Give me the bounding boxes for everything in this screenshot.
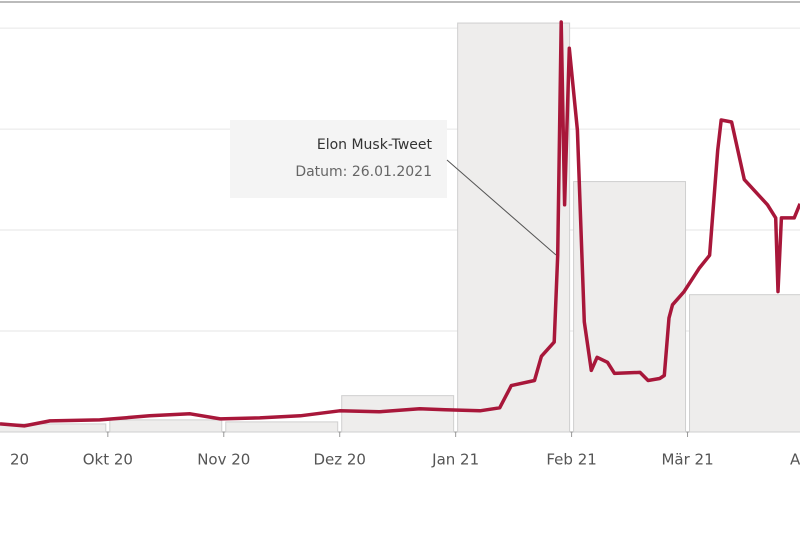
x-tick-label: Mär 21 <box>661 451 713 469</box>
lines <box>0 20 800 428</box>
x-tick-label: Jan 21 <box>431 451 479 469</box>
month-bar <box>573 181 687 433</box>
month-bar <box>457 22 571 433</box>
x-tick-label: Okt 20 <box>83 451 133 469</box>
annotation-leader <box>446 159 557 256</box>
month-bar <box>109 419 223 433</box>
x-tick-label: Feb 21 <box>546 451 596 469</box>
x-tick-label: Ap <box>790 451 800 469</box>
x-tick-label: Dez 20 <box>313 451 366 469</box>
month-bar <box>341 395 455 433</box>
annotation-box <box>230 120 447 198</box>
month-bar <box>689 294 800 433</box>
bars <box>0 22 800 433</box>
annotation-title: Elon Musk-Tweet <box>317 137 433 153</box>
annotation-subtitle: Datum: 26.01.2021 <box>295 164 432 180</box>
month-bar <box>225 421 339 433</box>
month-bar <box>0 423 107 433</box>
x-axis: 20 Okt 20 Nov 20 Dez 20 Jan 21 Feb 21 Mär 21 Ap <box>10 432 800 469</box>
x-tick-label: Nov 20 <box>197 451 250 469</box>
x-tick-label: 20 <box>10 451 29 469</box>
price-line <box>0 20 800 428</box>
annotation: Elon Musk-Tweet Datum: 26.01.2021 <box>230 120 557 256</box>
